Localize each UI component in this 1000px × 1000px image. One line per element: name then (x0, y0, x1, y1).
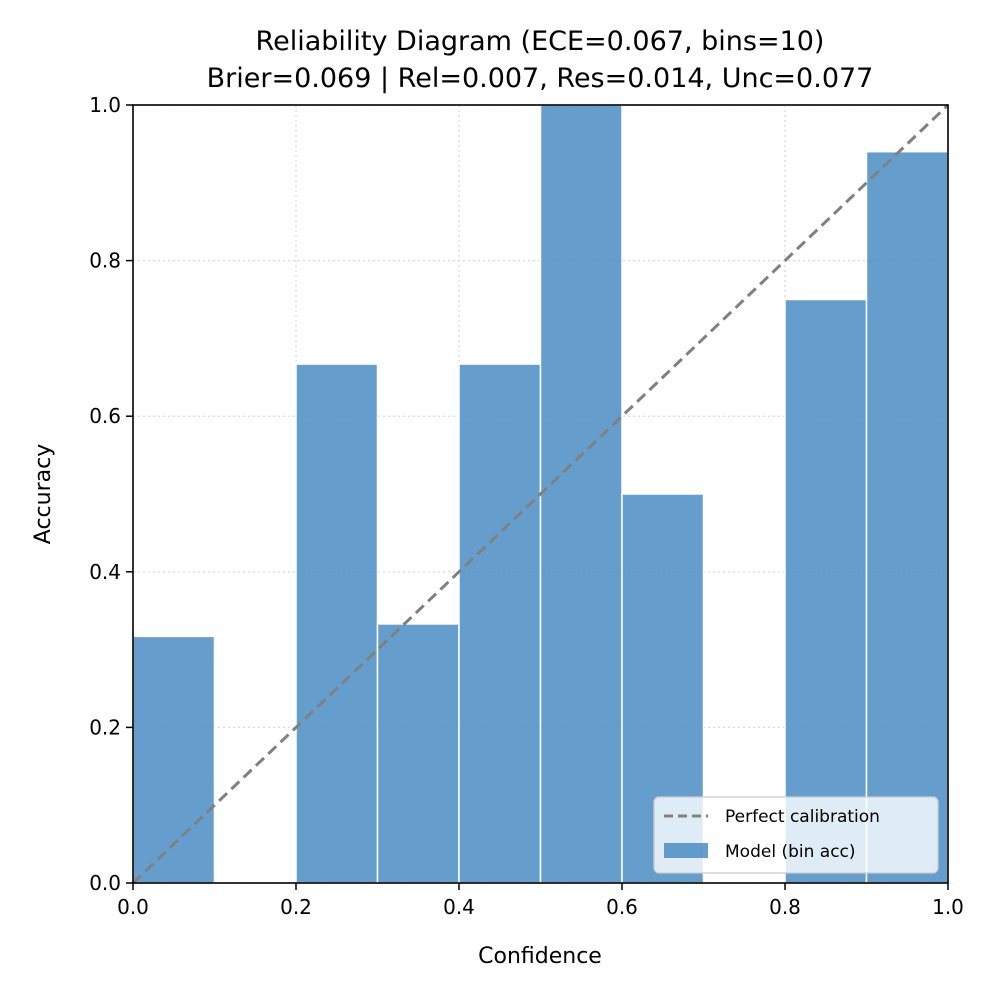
legend: Perfect calibration Model (bin acc) (653, 796, 939, 874)
y-tick-label-2: 0.4 (89, 560, 121, 584)
x-tick-label-5: 1.0 (932, 895, 964, 919)
x-axis-label: Confidence (478, 944, 602, 969)
bar-bin-8 (784, 298, 868, 884)
x-tick-label-1: 0.2 (280, 895, 312, 919)
bar-bin-2 (295, 363, 379, 884)
y-tick-label-5: 1.0 (89, 93, 121, 117)
x-tick-label-0: 0.0 (117, 895, 149, 919)
y-axis-label: Accuracy (31, 444, 56, 544)
x-tick-label-4: 0.8 (769, 895, 801, 919)
x-tick-label-3: 0.6 (606, 895, 638, 919)
legend-box (653, 796, 939, 874)
bar-bin-5 (539, 104, 623, 884)
bar-bin-9 (865, 150, 949, 884)
calibration-line-group (131, 103, 950, 885)
chart-subtitle: Brier=0.069 | Rel=0.007, Res=0.014, Unc=… (207, 63, 874, 94)
legend-label-model: Model (bin acc) (725, 842, 856, 862)
perfect-calibration-line (131, 103, 950, 885)
y-tick-label-1: 0.2 (89, 715, 121, 739)
bar-bin-4 (458, 363, 542, 884)
y-tick-label-0: 0.0 (89, 871, 121, 895)
x-tick-label-2: 0.4 (443, 895, 475, 919)
y-tick-label-4: 0.8 (89, 249, 121, 273)
legend-label-perfect-calibration: Perfect calibration (725, 807, 880, 827)
axis-ticks: 0.0 0.2 0.4 0.6 0.8 1.0 0.0 0.2 0.4 0.6 0.8 1.0 (89, 93, 964, 919)
chart-title: Reliability Diagram (ECE=0.067, bins=10) (256, 26, 825, 57)
legend-swatch-model (664, 843, 708, 858)
bars-group (132, 104, 949, 884)
bar-bin-3 (376, 623, 460, 884)
y-tick-label-3: 0.6 (89, 404, 121, 428)
plot-frame (132, 104, 949, 884)
